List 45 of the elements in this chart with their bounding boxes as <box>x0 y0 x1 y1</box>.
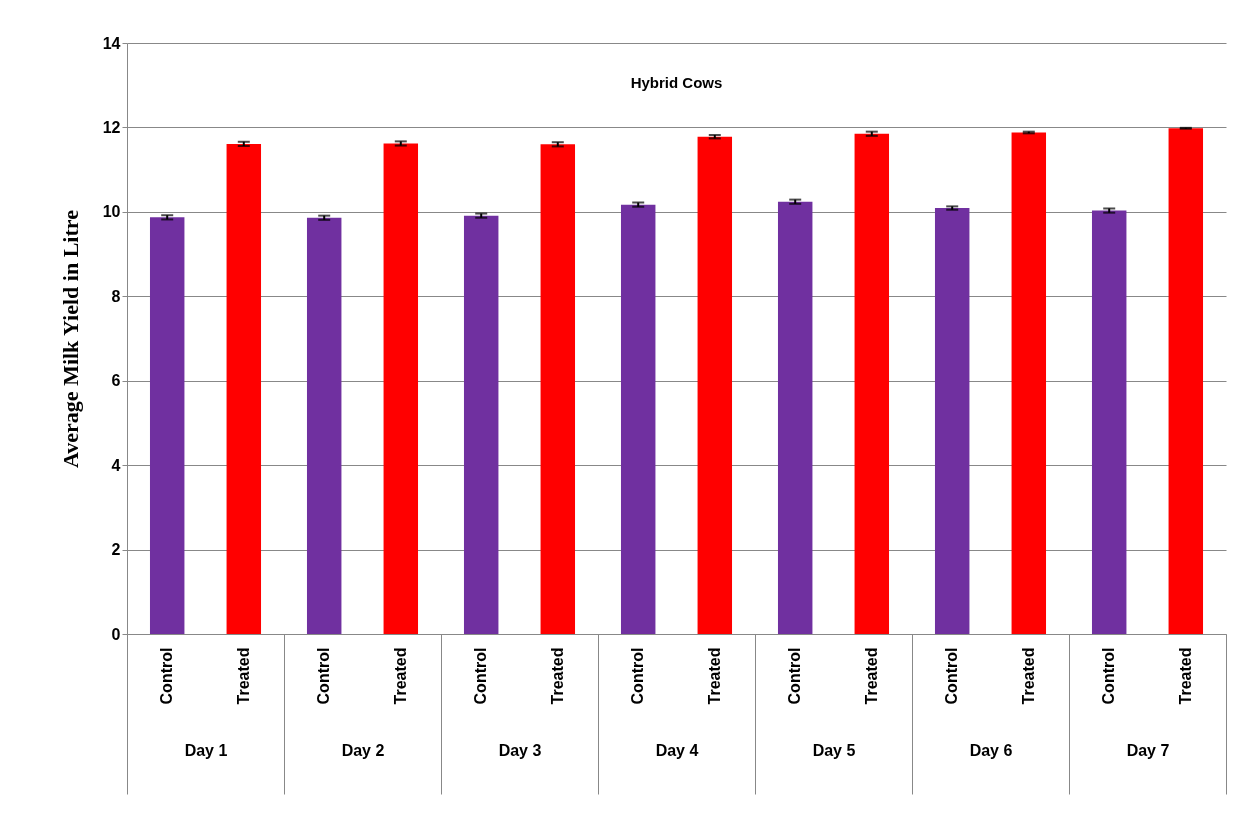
bar <box>1011 132 1047 634</box>
y-tick-label: 6 <box>111 372 121 390</box>
bar <box>1168 128 1204 634</box>
text: Treated <box>1176 647 1194 705</box>
y-tick-label: 10 <box>102 203 121 221</box>
x-tick-label: Day 3 <box>498 741 542 759</box>
y-tick-label: 14 <box>102 34 121 52</box>
x-tick-label: Day 4 <box>655 741 699 759</box>
text: Treated <box>548 647 566 705</box>
x-tick-label: Day 7 <box>1126 741 1170 759</box>
y-tick-label: 0 <box>111 625 121 643</box>
y-tick-label: 4 <box>111 456 121 474</box>
bar <box>149 217 185 634</box>
text: Control <box>315 647 333 705</box>
text: Treated <box>1019 647 1037 705</box>
text: Control <box>786 647 804 705</box>
bar <box>697 136 733 634</box>
text: Control <box>629 647 647 705</box>
text: Treated <box>234 647 252 705</box>
y-axis-title: Average Milk Yield in Litre <box>57 209 83 468</box>
text: Control <box>472 647 490 705</box>
y-tick-label: 12 <box>102 118 121 136</box>
bar <box>383 143 419 634</box>
y-tick-label: 2 <box>111 541 121 559</box>
y-tick-label: 8 <box>111 287 121 305</box>
bar <box>777 201 813 634</box>
bar <box>226 143 262 634</box>
text: Control <box>1100 647 1118 705</box>
x-tick-label: Day 6 <box>969 741 1013 759</box>
bar <box>1091 210 1127 634</box>
text: Treated <box>391 647 409 705</box>
bar <box>854 133 890 634</box>
text: Control <box>943 647 961 705</box>
text: Control <box>158 647 176 705</box>
bar <box>463 215 499 634</box>
text: Treated <box>862 647 880 705</box>
x-tick-label: Day 5 <box>812 741 856 759</box>
bar <box>540 144 576 634</box>
text: Treated <box>705 647 723 705</box>
x-tick-label: Day 1 <box>184 741 228 759</box>
x-tick-label: Day 2 <box>341 741 385 759</box>
bar <box>306 217 342 634</box>
bar <box>620 204 656 634</box>
text: Hybrid Cows <box>630 74 723 91</box>
bar <box>934 208 970 634</box>
